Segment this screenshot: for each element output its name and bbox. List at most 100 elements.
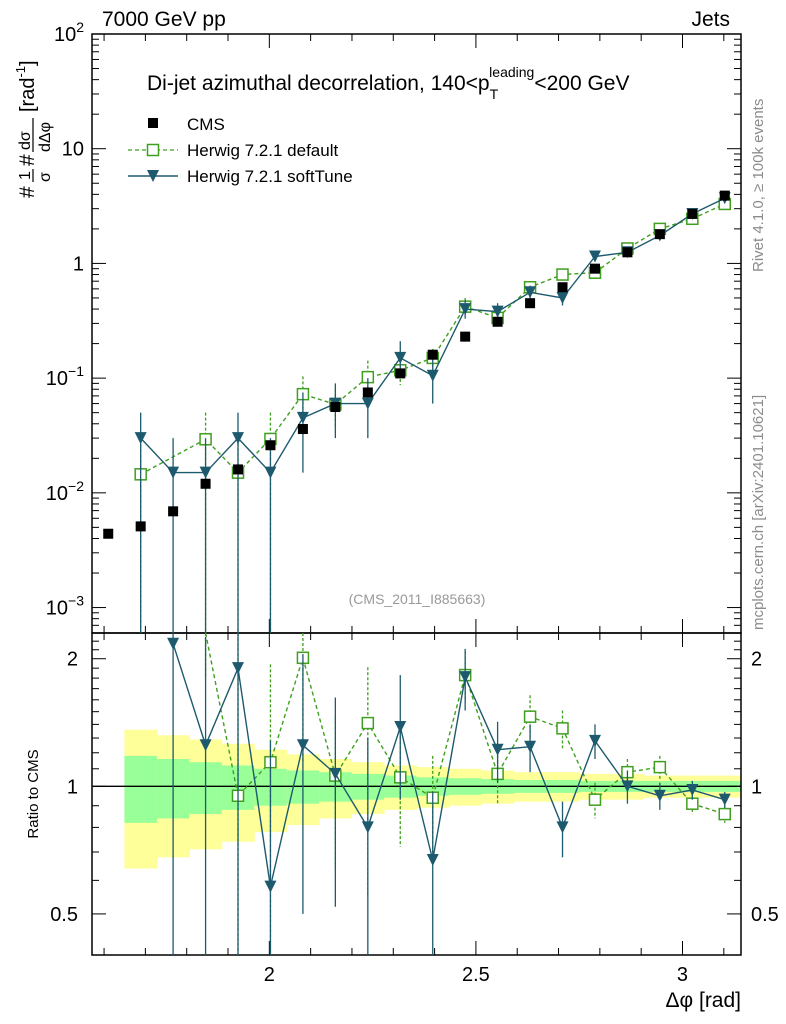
main-marker-soft: [264, 466, 277, 479]
ratio-y-label: Ratio to CMS: [25, 749, 42, 838]
x-tick-label: 3: [677, 964, 688, 986]
main-marker-cms: [395, 368, 406, 379]
ratio-marker-soft: [491, 743, 504, 756]
ratio-marker-soft: [718, 793, 731, 806]
ratio-y-tick-label: 1: [67, 776, 78, 798]
main-marker-soft: [232, 432, 245, 445]
category-label: Jets: [691, 8, 730, 31]
main-marker-soft: [296, 411, 309, 424]
y-tick-label: 10−3: [46, 593, 84, 620]
y-tick-label: 10−1: [46, 363, 84, 390]
ratio-marker-soft: [556, 821, 569, 834]
ratio-marker-soft: [653, 789, 666, 802]
main-line: [140, 203, 726, 475]
ratio-y-tick-label-right: 2: [751, 649, 762, 671]
main-marker-cms: [460, 331, 471, 342]
ratio-marker-soft: [588, 734, 601, 747]
ratio-marker-default: [686, 797, 699, 810]
main-marker-cms: [719, 190, 730, 201]
ratio-y-tick-label: 2: [67, 649, 78, 671]
ratio-marker-default: [588, 793, 602, 806]
main-marker-cms: [589, 263, 600, 274]
y-label-dsigma: dσ: [17, 131, 34, 150]
ratio-y-tick-label-right: 1: [751, 776, 762, 798]
y-label-hash-1: #: [16, 186, 39, 198]
legend-marker-default: [146, 143, 160, 157]
main-line: [140, 197, 726, 474]
legend-label-soft: Herwig 7.2.1 softTune: [187, 167, 353, 186]
main-marker-soft: [459, 303, 472, 316]
y-label-unit: [rad-1]: [13, 60, 39, 112]
ratio-marker-soft: [296, 739, 309, 752]
ratio-marker-soft: [394, 721, 407, 734]
ratio-marker-soft: [232, 662, 245, 675]
ratio-marker-soft: [264, 880, 277, 893]
rivet-version-text: Rivet 4.1.0, ≥ 100k events: [750, 99, 767, 272]
ratio-panel-frame: [91, 632, 742, 956]
legend-label-cms: CMS: [187, 115, 225, 134]
main-marker-cms: [557, 282, 568, 293]
main-marker-cms: [654, 229, 665, 240]
analysis-label: (CMS_2011_I885663): [349, 591, 486, 607]
main-marker-soft: [361, 397, 374, 410]
legend-marker-cms: [148, 118, 158, 128]
ratio-marker-default: [718, 807, 732, 821]
collision-label: 7000 GeV pp: [102, 8, 226, 31]
y-tick-label: 1: [73, 253, 84, 275]
main-marker-cms: [330, 402, 341, 413]
y-label-one: 1: [17, 171, 34, 180]
x-tick-label: 2: [264, 964, 275, 986]
main-marker-cms: [362, 387, 373, 398]
x-tick-label: 2.5: [462, 964, 490, 986]
ratio-marker-default: [653, 760, 667, 774]
main-marker-default: [556, 268, 569, 281]
ratio-marker-soft: [199, 739, 212, 752]
y-label-hash-2: #: [16, 154, 39, 166]
ratio-marker-soft: [459, 671, 472, 684]
y-tick-label: 10: [62, 139, 84, 161]
data-marks: [92, 190, 741, 955]
main-marker-cms: [492, 316, 503, 327]
ratio-marker-soft: [329, 767, 342, 780]
y-tick-label: 102: [54, 19, 84, 46]
legend-marker-soft: [147, 170, 159, 182]
main-marker-cms: [622, 247, 633, 258]
axis-ticks: 2 2.5 3 10−3 10−2 10−1 1 10 102 0.5 0.5 1 1 2 2: [46, 19, 779, 986]
main-marker-cms: [168, 506, 179, 517]
main-marker-cms: [427, 349, 438, 360]
y-tick-label: 10−2: [46, 478, 84, 505]
main-marker-soft: [524, 286, 537, 299]
main-marker-soft: [588, 250, 601, 263]
main-marker-cms: [135, 521, 146, 532]
main-marker-soft: [167, 466, 180, 479]
main-marker-soft: [426, 369, 439, 382]
main-marker-soft: [556, 291, 569, 304]
main-marker-soft: [134, 432, 147, 445]
y-axis-label: # 1 σ # dσ dΔφ [rad-1]: [13, 60, 54, 198]
main-marker-soft: [491, 305, 504, 318]
ratio-marker-soft: [167, 637, 180, 650]
ratio-marker-soft: [524, 740, 537, 753]
ratio-marker-soft: [361, 821, 374, 834]
main-marker-cms: [297, 424, 308, 435]
legend-label-default: Herwig 7.2.1 default: [187, 141, 338, 160]
ratio-marker-default: [556, 722, 569, 735]
main-marker-cms: [103, 528, 114, 539]
y-label-ddphi: dΔφ: [37, 122, 54, 152]
mcplots-credit-text: mcplots.cern.ch [arXiv:2401.10621]: [750, 395, 767, 630]
main-marker-cms: [525, 298, 536, 309]
main-marker-cms: [687, 208, 698, 219]
main-marker-soft: [394, 351, 407, 364]
main-marker-cms: [265, 440, 276, 451]
ratio-y-tick-label-right: 0.5: [751, 904, 779, 926]
ratio-marker-soft: [426, 854, 439, 867]
band-inner-bin: [124, 755, 158, 823]
legend: CMS Herwig 7.2.1 default Herwig 7.2.1 so…: [128, 115, 353, 186]
main-marker-cms: [233, 464, 244, 475]
x-axis-label: Δφ [rad]: [666, 989, 742, 1012]
ratio-line: [172, 643, 726, 887]
ratio-marker-default: [361, 716, 375, 730]
main-marker-cms: [200, 478, 211, 489]
ratio-marker-soft: [686, 784, 699, 797]
